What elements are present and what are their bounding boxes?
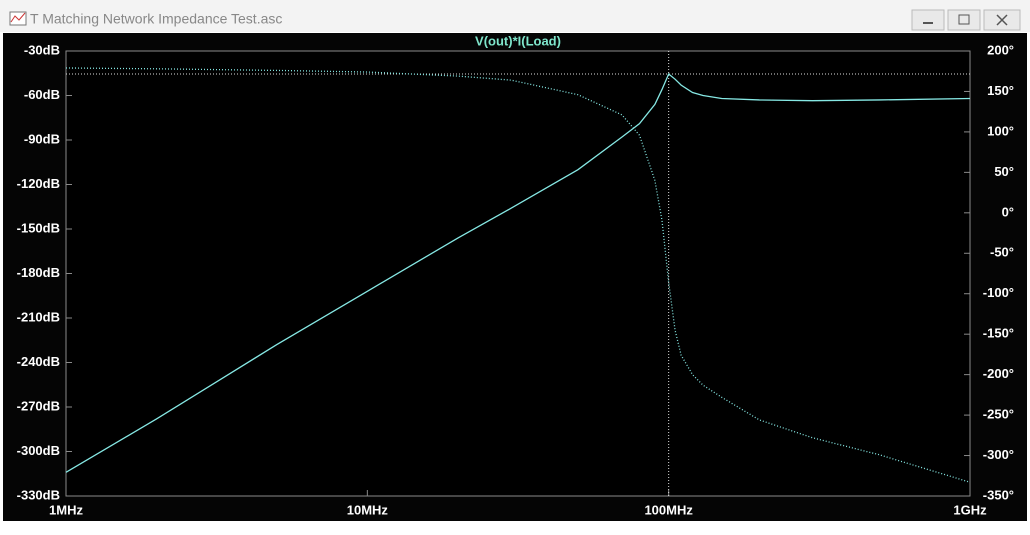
minimize-button[interactable]: [911, 9, 945, 31]
magnitude-trace: [65, 72, 971, 473]
x-tick-label: 1GHz: [953, 502, 987, 517]
y-tick-label: -210dB: [17, 309, 60, 324]
plot-area: [65, 50, 971, 497]
y2-tick-label: 200°: [987, 42, 1014, 57]
y2-tick-label: 50°: [994, 164, 1014, 179]
y2-tick-label: 150°: [987, 83, 1014, 98]
close-button[interactable]: [983, 9, 1021, 31]
y2-tick-label: 0°: [1002, 204, 1014, 219]
y2-tick-label: -100°: [983, 285, 1014, 300]
y-tick-label: -120dB: [17, 176, 60, 191]
trace-title[interactable]: V(out)*I(Load): [475, 33, 561, 48]
x-tick-label: 1MHz: [49, 502, 83, 517]
y2-tick-label: 100°: [987, 123, 1014, 138]
y-tick-label: -270dB: [17, 398, 60, 413]
app-icon: [9, 11, 27, 26]
y2-tick-label: -250°: [983, 407, 1014, 422]
y-tick-label: -150dB: [17, 220, 60, 235]
y2-tick-label: -350°: [983, 487, 1014, 502]
y2-tick-label: -200°: [983, 366, 1014, 381]
y-tick-label: -330dB: [17, 487, 60, 502]
x-tick-label: 10MHz: [347, 502, 389, 517]
title-bar: [0, 0, 1030, 32]
y-tick-label: -60dB: [24, 87, 60, 102]
maximize-button[interactable]: [947, 9, 981, 31]
y2-tick-label: -50°: [990, 245, 1014, 260]
y-tick-label: -90dB: [24, 131, 60, 146]
y2-tick-label: -300°: [983, 447, 1014, 462]
y-tick-label: -30dB: [24, 42, 60, 57]
y-tick-label: -300dB: [17, 443, 60, 458]
y-tick-label: -240dB: [17, 354, 60, 369]
window-title: T Matching Network Impedance Test.asc: [30, 11, 282, 27]
x-tick-label: 100MHz: [644, 502, 693, 517]
y-tick-label: -180dB: [17, 265, 60, 280]
y2-tick-label: -150°: [983, 326, 1014, 341]
